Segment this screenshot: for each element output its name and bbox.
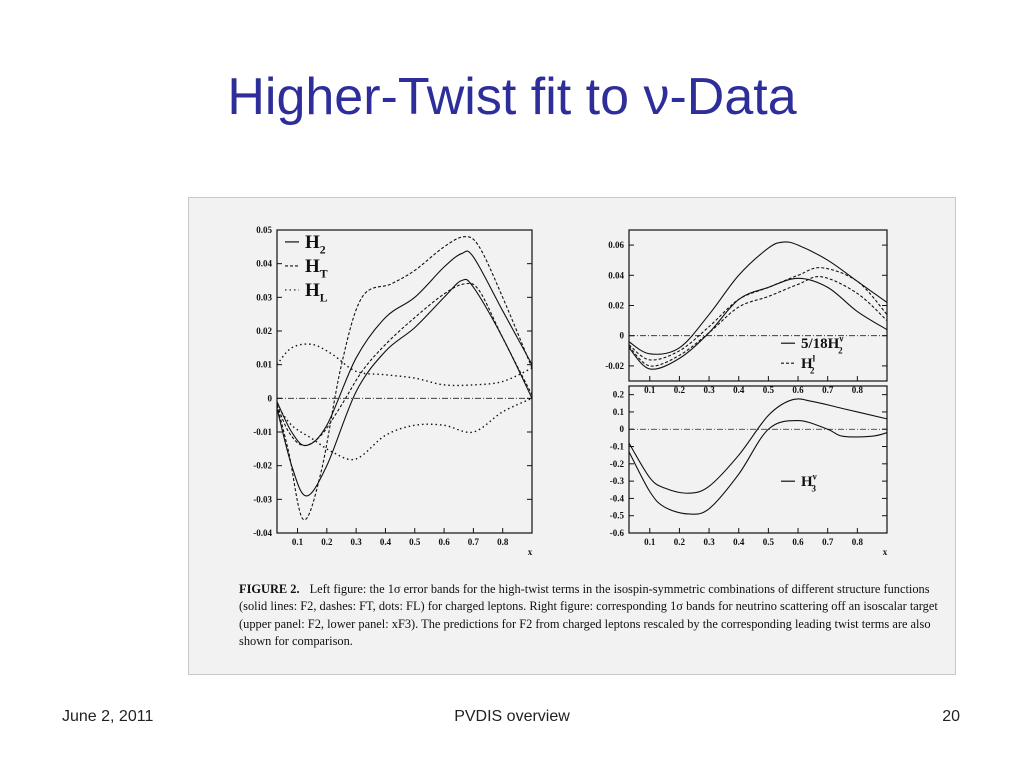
x-tick-label: 0.2 <box>321 537 333 547</box>
series-line-dotted <box>276 397 533 461</box>
y-tick-label: -0.3 <box>610 476 625 486</box>
y-tick-label: 0.2 <box>613 390 625 400</box>
x-axis-label: x <box>528 547 533 557</box>
x-tick-label: 0.6 <box>438 537 450 547</box>
x-tick-label: 0.7 <box>822 385 834 395</box>
y-tick-label: -0.02 <box>253 461 272 471</box>
x-tick-label: 0.7 <box>468 537 480 547</box>
y-tick-label: 0.02 <box>256 326 272 336</box>
legend: Hν 3 <box>781 472 817 494</box>
x-axis-label: x <box>883 547 888 557</box>
y-tick-label: 0.04 <box>256 259 272 269</box>
x-tick-label: 0.6 <box>792 537 804 547</box>
y-tick-label: 0.02 <box>608 301 624 311</box>
y-tick-label: 0.05 <box>256 225 272 235</box>
plot-frame <box>276 229 533 534</box>
x-tick-label: 0.4 <box>733 385 745 395</box>
plot-frame <box>628 385 888 534</box>
x-tick-label: 0.5 <box>409 537 421 547</box>
series-line-solid <box>276 278 533 497</box>
series-line-dashed <box>276 282 533 447</box>
legend-entry: H2 <box>305 232 326 257</box>
x-tick-label: 0.3 <box>703 385 715 395</box>
y-tick-label: -0.02 <box>605 361 624 371</box>
x-tick-label: 0.3 <box>703 537 715 547</box>
series-line-solid <box>628 398 888 494</box>
y-tick-label: 0.03 <box>256 292 272 302</box>
x-tick-label: 0.4 <box>733 537 745 547</box>
x-tick-label: 0.5 <box>763 537 775 547</box>
x-tick-label: 0.3 <box>351 537 363 547</box>
legend-entry: Hν 3 <box>801 472 817 494</box>
chart-panel-right-upper: -0.02 0 0.02 0.04 0.06 0.1 0.2 0.3 0.4 0.5 0.6 0.7 0… <box>605 229 888 395</box>
y-tick-label: -0.2 <box>610 459 625 469</box>
x-tick-label: 0.8 <box>852 385 864 395</box>
x-tick-label: 0.8 <box>497 537 509 547</box>
x-tick-label: 0.8 <box>852 537 864 547</box>
y-tick-label: 0.06 <box>608 240 624 250</box>
footer-center-text: PVDIS overview <box>454 708 570 725</box>
series-line-dashed <box>276 236 533 521</box>
chart-panel-right-lower: -0.6 -0.5 -0.4 -0.3 -0.2 -0.1 0 0.1 0.2 0.1 0.2 0.3… <box>610 385 888 557</box>
figure-plots: -0.04 -0.03 -0.02 -0.01 0 0.01 0.02 0.03 0.04 0.0… <box>253 225 888 557</box>
y-tick-label: 0.01 <box>256 360 272 370</box>
y-tick-label: 0 <box>268 393 273 403</box>
plot-frame <box>628 229 888 382</box>
series-line-dashed <box>628 276 888 367</box>
y-tick-label: 0 <box>620 331 625 341</box>
series-line-solid <box>628 420 888 515</box>
footer-date: June 2, 2011 <box>62 708 154 725</box>
series-line-dashed <box>628 267 888 361</box>
footer-page-number: 20 <box>942 708 960 725</box>
legend-entry: HL <box>305 280 328 305</box>
legend-entry: 5/18Hν 2 <box>801 334 843 356</box>
x-tick-label: 0.2 <box>674 537 686 547</box>
x-tick-label: 0.1 <box>644 537 656 547</box>
y-tick-label: -0.6 <box>610 528 625 538</box>
x-tick-label: 0.1 <box>292 537 304 547</box>
y-tick-label: -0.1 <box>610 442 625 452</box>
y-tick-label: 0 <box>620 424 625 434</box>
series-line-solid <box>628 277 888 370</box>
y-tick-label: -0.03 <box>253 494 272 504</box>
y-tick-label: -0.01 <box>253 427 272 437</box>
caption-label: FIGURE 2. <box>239 582 300 596</box>
legend-entry: Hl 2 <box>801 354 816 376</box>
slide-title: Higher-Twist fit to ν-Data <box>227 68 797 126</box>
figure-image: -0.04 -0.03 -0.02 -0.01 0 0.01 0.02 0.03 0.04 0.0… <box>188 197 956 675</box>
x-tick-label: 0.5 <box>763 385 775 395</box>
y-tick-label: -0.5 <box>610 511 625 521</box>
y-tick-label: 0.04 <box>608 270 624 280</box>
x-tick-label: 0.6 <box>792 385 804 395</box>
chart-panel-left: -0.04 -0.03 -0.02 -0.01 0 0.01 0.02 0.03 0.04 0.0… <box>253 225 533 557</box>
x-tick-label: 0.2 <box>674 385 686 395</box>
series-line-dotted <box>276 343 533 387</box>
x-tick-label: 0.1 <box>644 385 656 395</box>
y-tick-label: -0.4 <box>610 493 625 503</box>
figure-caption: FIGURE 2. Left figure: the 1σ error bands… <box>239 581 951 651</box>
y-tick-label: -0.04 <box>253 528 272 538</box>
y-tick-label: 0.1 <box>613 407 625 417</box>
x-tick-label: 0.4 <box>380 537 392 547</box>
caption-text: Left figure: the 1σ error bands for the … <box>239 582 938 649</box>
x-tick-label: 0.7 <box>822 537 834 547</box>
legend-entry: HT <box>305 256 328 281</box>
series-line-solid <box>628 241 888 355</box>
legend: 5/18Hν 2Hl 2 <box>781 334 843 376</box>
